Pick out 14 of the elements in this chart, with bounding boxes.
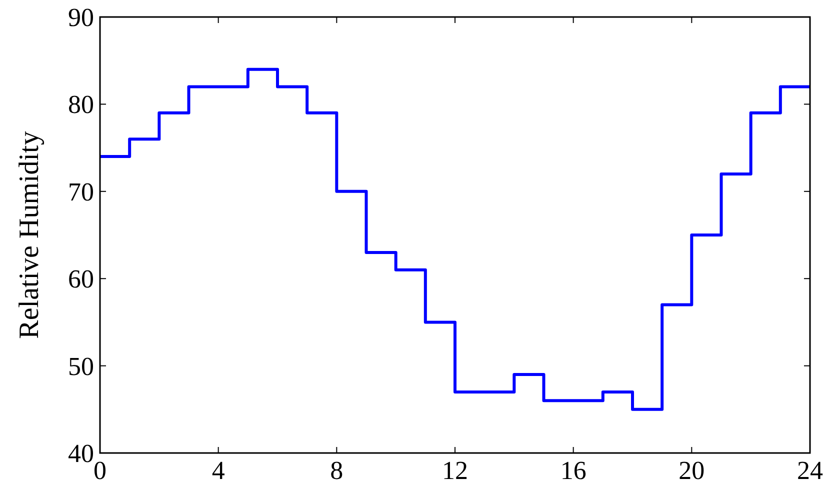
x-tick-label: 24 (797, 456, 823, 485)
y-axis-title: Relative Humidity (14, 131, 45, 339)
y-tick-label: 50 (68, 352, 94, 381)
x-tick-label: 8 (330, 456, 344, 485)
y-tick-label: 90 (68, 3, 94, 32)
x-tick-label: 12 (442, 456, 468, 485)
y-tick-label: 70 (68, 177, 94, 206)
x-tick-label: 20 (678, 456, 705, 485)
y-tick-label: 40 (68, 439, 94, 468)
y-tick-label: 80 (68, 90, 94, 120)
x-tick-label: 0 (94, 456, 106, 485)
y-tick-label: 60 (68, 264, 94, 294)
x-tick-label: 16 (560, 456, 586, 485)
x-tick-label: 4 (212, 456, 225, 485)
